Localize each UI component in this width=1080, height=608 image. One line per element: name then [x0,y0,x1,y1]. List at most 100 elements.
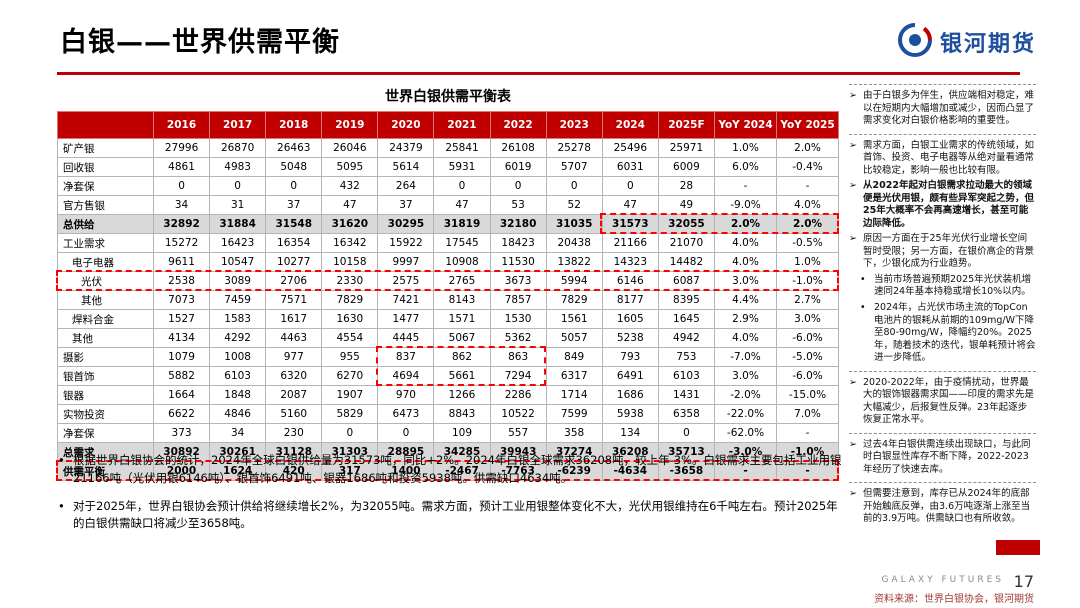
row-label-cell: 总需求 [57,442,154,462]
note-item: • 根据世界白银协会的统计，2024年全球白银供给量为31573吨，同比+2%。2… [58,452,842,488]
value-cell: 6.0% [714,157,777,177]
value-cell: 28895 [377,442,435,462]
value-cell: - [714,176,777,196]
value-cell: 9997 [377,252,435,272]
value-cell: 21166 [601,233,659,253]
value-cell: 955 [321,347,379,367]
value-cell: -0.5% [776,233,839,253]
value-cell: 317 [321,461,379,481]
sidebar-item-text: 2024年，占光伏市场主流的TopCon电池片的银耗从前期的109mg/W下降至… [874,301,1036,364]
value-cell: 4463 [265,328,323,348]
value-cell: 109 [433,423,491,443]
value-cell: 16342 [321,233,379,253]
sidebar-item-text: 需求方面，白银工业需求的传统领域，如首饰、投资、电子电器等从绝对量看通常比较稳定… [863,139,1035,176]
value-cell: 11530 [489,252,547,272]
value-cell: 1645 [657,309,716,329]
value-cell: 4134 [152,328,211,348]
value-cell: 13822 [545,252,603,272]
value-cell: - [776,176,839,196]
value-cell: 26108 [489,138,547,158]
value-cell: 9611 [152,252,211,272]
sidebar-item-text: 2020-2022年，由于疫情扰动，世界最大的银饰银器需求国——印度的需求先是大… [863,376,1035,426]
sidebar-section: ➢ 但需要注意到，库存已从2024年的底部开始触底反弹，由3.6万吨逐渐上涨至当前… [849,482,1036,532]
value-cell: 1624 [209,461,267,481]
value-cell: 7.0% [776,404,839,424]
value-cell: 36208 [601,442,659,462]
value-cell: 264 [377,176,435,196]
value-cell: 26463 [265,138,323,158]
value-cell: 35713 [657,442,716,462]
value-cell: 6031 [601,157,659,177]
value-cell: 10522 [489,404,547,424]
row-label-cell: 总供给 [57,214,154,234]
red-accent-box [996,540,1040,555]
sidebar-item: ➢ 需求方面，白银工业需求的传统领域，如首饰、投资、电子电器等从绝对量看通常比较稳… [849,140,1036,178]
value-cell: 230 [265,423,323,443]
row-label-cell: 官方售银 [57,195,154,215]
value-cell: 5362 [489,328,547,348]
value-cell: 26870 [209,138,267,158]
table-title: 世界白银供需平衡表 [385,89,511,105]
value-cell: 53 [489,195,547,215]
value-cell: -15.0% [776,385,839,405]
value-cell: 30295 [377,214,435,234]
sidebar: ➢ 由于白银多为伴生，供应端相对稳定，难以在短期内大幅增加或减少，因而凸显了需求变… [849,84,1036,532]
column-header: 2024 [601,111,659,139]
table-row: 总需求 30892 30261 31128 31303 28895 34285 39943 37… [57,442,839,462]
table-row: 工业需求 15272 16423 16354 16342 15922 17545 18423 2… [57,233,839,253]
value-cell: 26046 [321,138,379,158]
value-cell: 5938 [601,404,659,424]
value-cell: 1.0% [714,138,777,158]
value-cell: 31819 [433,214,491,234]
row-label-cell: 电子电器 [57,252,154,272]
value-cell: -2.0% [714,385,777,405]
table-row: 光伏 2538 3089 2706 2330 2575 2765 3673 5994 6146 60… [57,271,839,291]
value-cell: 0 [209,176,267,196]
sidebar-section: ➢ 需求方面，白银工业需求的传统领域，如首饰、投资、电子电器等从绝对量看通常比较稳… [849,133,1036,371]
arrow-bullet-icon: ➢ [849,90,857,101]
value-cell: 18423 [489,233,547,253]
value-cell: 8395 [657,290,716,310]
value-cell: 21070 [657,233,716,253]
value-cell: 5931 [433,157,491,177]
value-cell: 10908 [433,252,491,272]
value-cell: 16354 [265,233,323,253]
value-cell: 1266 [433,385,491,405]
value-cell: 1.0% [776,252,839,272]
sidebar-item: ➢ 从2022年起对白银需求拉动最大的领域便是光伏用银，颇有些异军突起之势，但25… [849,180,1036,230]
value-cell: 432 [321,176,379,196]
value-cell: 977 [265,347,323,367]
value-cell: 3089 [209,271,267,291]
value-cell: 6103 [657,366,716,386]
arrow-bullet-icon: ➢ [849,376,857,388]
value-cell: 7571 [265,290,323,310]
row-label-cell: 光伏 [57,271,154,291]
value-cell: 4.0% [714,328,777,348]
arrow-bullet-icon: ➢ [849,233,857,245]
value-cell: 1583 [209,309,267,329]
value-cell: 49 [657,195,716,215]
dot-bullet-icon: • [58,498,65,513]
note-text: 根据世界白银协会的统计，2024年全球白银供给量为31573吨，同比+2%。20… [73,453,842,485]
value-cell: 6009 [657,157,716,177]
value-cell: 2706 [265,271,323,291]
value-cell: 8843 [433,404,491,424]
footer-brand: GALAXY FUTURES [881,575,1004,585]
table-row: 焊料合金 1527 1583 1617 1630 1477 1571 1530 1561 1605… [57,309,839,329]
table-row: 摄影 1079 1008 977 955 837 862 863 849 793 753 -7.0% -… [57,347,839,367]
note-item: • 对于2025年，世界白银协会预计供给将继续增长2%，为32055吨。需求方面，… [58,498,842,534]
value-cell: 1530 [489,309,547,329]
value-cell: 2538 [152,271,211,291]
row-label-cell: 摄影 [57,347,154,367]
value-cell: -6239 [545,461,603,481]
row-label-cell: 净套保 [57,423,154,443]
galaxy-logo-icon [897,22,933,62]
value-cell: 15272 [152,233,211,253]
value-cell: 4.4% [714,290,777,310]
value-cell: 1008 [209,347,267,367]
table-row: 净套保 373 34 230 0 0 109 557 358 134 0 -62.0% - [57,423,839,443]
value-cell: 862 [433,347,491,367]
column-header: 2025F [657,111,716,139]
value-cell: 753 [657,347,716,367]
arrow-bullet-icon: ➢ [849,438,857,450]
